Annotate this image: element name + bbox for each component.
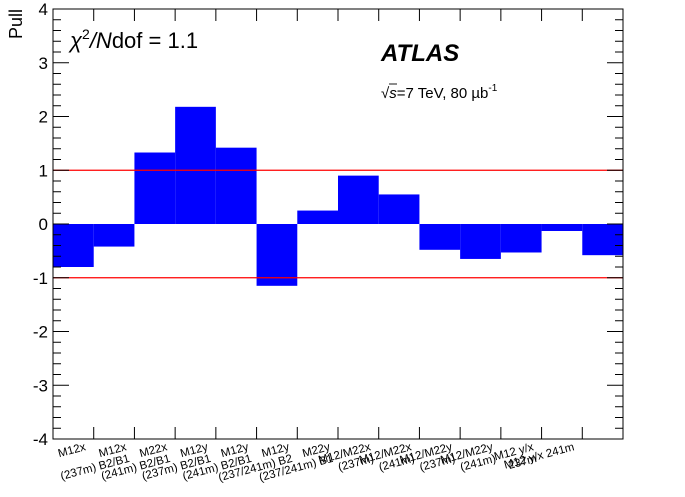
energy-s: s — [389, 85, 397, 102]
pull-bar-14 — [582, 224, 623, 256]
pull-bar-10 — [419, 224, 461, 250]
x-category-label: M12x — [57, 441, 88, 460]
pull-bar-8 — [338, 175, 379, 224]
energy-lumi-label: √s=7 TeV, 80 µb-1 — [381, 83, 498, 102]
pull-bar-12 — [500, 224, 542, 253]
y-tick-label: 2 — [39, 108, 48, 127]
y-tick-label: -1 — [33, 269, 48, 288]
pull-bar-5 — [215, 147, 257, 224]
atlas-label: ATLAS — [380, 40, 459, 67]
chi2-value: dof = 1.1 — [112, 28, 198, 53]
y-tick-label: -3 — [33, 376, 48, 395]
y-tick-label: 3 — [39, 54, 48, 73]
energy-lumi-text: =7 TeV, 80 µb — [397, 85, 489, 102]
y-tick-label: 4 — [39, 0, 48, 19]
y-tick-label: 0 — [39, 215, 48, 234]
chi2-ndof-n: /N — [88, 28, 112, 53]
y-axis-label: Pull — [6, 9, 26, 39]
chi2-exponent: 2 — [82, 26, 90, 42]
sqrt-symbol: √ — [381, 85, 390, 102]
pull-bar-6 — [256, 224, 298, 286]
reference-lines — [53, 169, 623, 279]
chi2-annotation: χ2/Ndof = 1.1 — [68, 26, 198, 53]
pull-bar-11 — [460, 224, 501, 259]
pull-bar-13 — [541, 224, 583, 231]
chi2-symbol: χ — [68, 28, 83, 53]
x-axis-ticks — [52, 9, 624, 439]
lumi-exponent: -1 — [488, 83, 497, 94]
pull-bar-4 — [175, 106, 216, 224]
x-category-label-line: M12x — [57, 441, 88, 460]
pull-bar-7 — [297, 210, 338, 224]
y-tick-label: 1 — [39, 161, 48, 180]
y-tick-label: -4 — [33, 430, 48, 449]
y-axis-ticks: -4 -3 -2 -1 0 1 2 3 4 — [33, 0, 623, 449]
pull-bar-3 — [134, 152, 176, 224]
pull-bar-9 — [378, 194, 420, 224]
pull-bars — [53, 106, 623, 286]
y-tick-label: -2 — [33, 323, 48, 342]
pull-bar-2 — [93, 224, 135, 247]
